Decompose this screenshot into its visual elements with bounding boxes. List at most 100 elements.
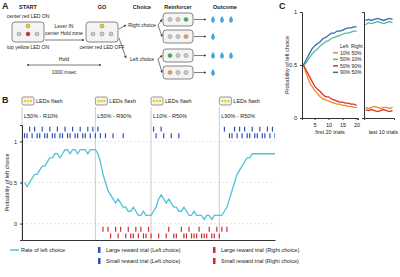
led [17, 32, 21, 36]
step-label: Hold [59, 56, 70, 62]
raster-tick [249, 133, 250, 138]
tick-label: 1 [14, 139, 17, 145]
flash-label: LEDs flash [109, 98, 136, 104]
raster-tick [158, 233, 159, 238]
raster-tick [62, 133, 63, 138]
arrow [158, 59, 162, 73]
raster-tick [130, 233, 131, 238]
tick: 20 [354, 118, 360, 128]
raster-tick [97, 127, 98, 132]
led [100, 100, 102, 102]
step-label: top yellow LED ON [7, 44, 50, 50]
raster-tick [234, 127, 235, 132]
raster-tick [42, 127, 43, 132]
raster-tick [272, 127, 273, 132]
arrow [158, 20, 162, 26]
legend-swatch [213, 247, 216, 253]
step-label: Left choice [130, 56, 154, 62]
stage-label: GO [98, 4, 107, 10]
block-label: L50% - R10% [24, 113, 58, 119]
axis [365, 119, 395, 121]
axis-line [20, 126, 23, 241]
led [184, 54, 188, 58]
tick-mark [300, 118, 302, 119]
arrow [27, 65, 101, 66]
led [153, 100, 155, 102]
legend-label: Large reward trial (Left choice) [106, 247, 181, 253]
tick-label: 0 [14, 221, 17, 227]
raster-tick [133, 233, 134, 238]
tick: 1 [14, 139, 22, 145]
flash-icon [151, 97, 163, 105]
led [227, 100, 229, 102]
water-drop [211, 52, 215, 59]
axis-line [303, 119, 359, 121]
raster-tick [57, 127, 58, 132]
raster-tick [239, 127, 240, 132]
raster-tick [199, 227, 200, 232]
grid-line [22, 223, 275, 224]
led [26, 32, 30, 36]
stage-label: Outcome [213, 4, 237, 10]
led [91, 32, 95, 36]
raster-tick [123, 133, 124, 138]
stage-label: Choice [133, 4, 151, 10]
raster-tick [163, 133, 164, 138]
raster-tick [211, 233, 212, 238]
tick-mark [20, 141, 22, 142]
raster-tick [214, 233, 215, 238]
plot-area [25, 127, 275, 239]
arrow [194, 19, 206, 20]
step-label: 1000 msec [52, 69, 77, 75]
tick: 0 [294, 115, 302, 121]
raster-tick [92, 127, 93, 132]
figure: ABCSTARTGOChoiceReinforcerOutcomecenter … [0, 0, 400, 277]
raster-tick [69, 133, 70, 138]
raster-tick [264, 133, 265, 138]
led [184, 35, 188, 39]
raster-tick [128, 227, 129, 232]
legend-swatch [333, 65, 338, 67]
raster-tick [181, 227, 182, 232]
raster-tick [87, 127, 88, 132]
raster-tick [252, 127, 253, 132]
step-label: Lever IN [55, 23, 74, 29]
tick: 15 [340, 118, 346, 128]
legend-swatch [98, 258, 101, 264]
axis-title: last 10 trials [369, 129, 399, 135]
raster-tick [150, 233, 151, 238]
legend-label: 90% 50% [340, 69, 362, 75]
raster-tick [80, 127, 81, 132]
water-drop [211, 69, 215, 76]
axis-line [362, 13, 365, 119]
led [168, 18, 172, 22]
stage-label: START [19, 4, 38, 10]
led [100, 24, 104, 28]
raster-tick [204, 233, 205, 238]
led [24, 100, 26, 102]
block-boundary [219, 107, 220, 240]
led [100, 32, 104, 36]
tick-label: 5 [314, 122, 317, 128]
tick-mark [357, 118, 358, 120]
led [176, 54, 180, 58]
tick-label: 10 [326, 122, 332, 128]
raster-tick [168, 227, 169, 232]
legend-swatch [333, 72, 338, 74]
legend-swatch [10, 249, 19, 251]
panel-c: 00.515101520first 20 trialsProbability o… [284, 9, 398, 135]
led [224, 100, 226, 102]
raster-tick [44, 133, 45, 138]
raster-tick [267, 127, 268, 132]
axis-line [365, 119, 395, 121]
raster-tick [112, 133, 113, 138]
water-drop [211, 16, 215, 23]
legend-label: 50% 10% [340, 56, 362, 62]
raster-tick [269, 133, 270, 138]
raster-tick [161, 127, 162, 132]
axis [362, 13, 365, 119]
tick: 10 [326, 118, 332, 128]
axis: 00.51 [9, 126, 22, 241]
grid-line [22, 141, 275, 142]
legend-label: Small reward trial (Right choice) [221, 258, 299, 264]
